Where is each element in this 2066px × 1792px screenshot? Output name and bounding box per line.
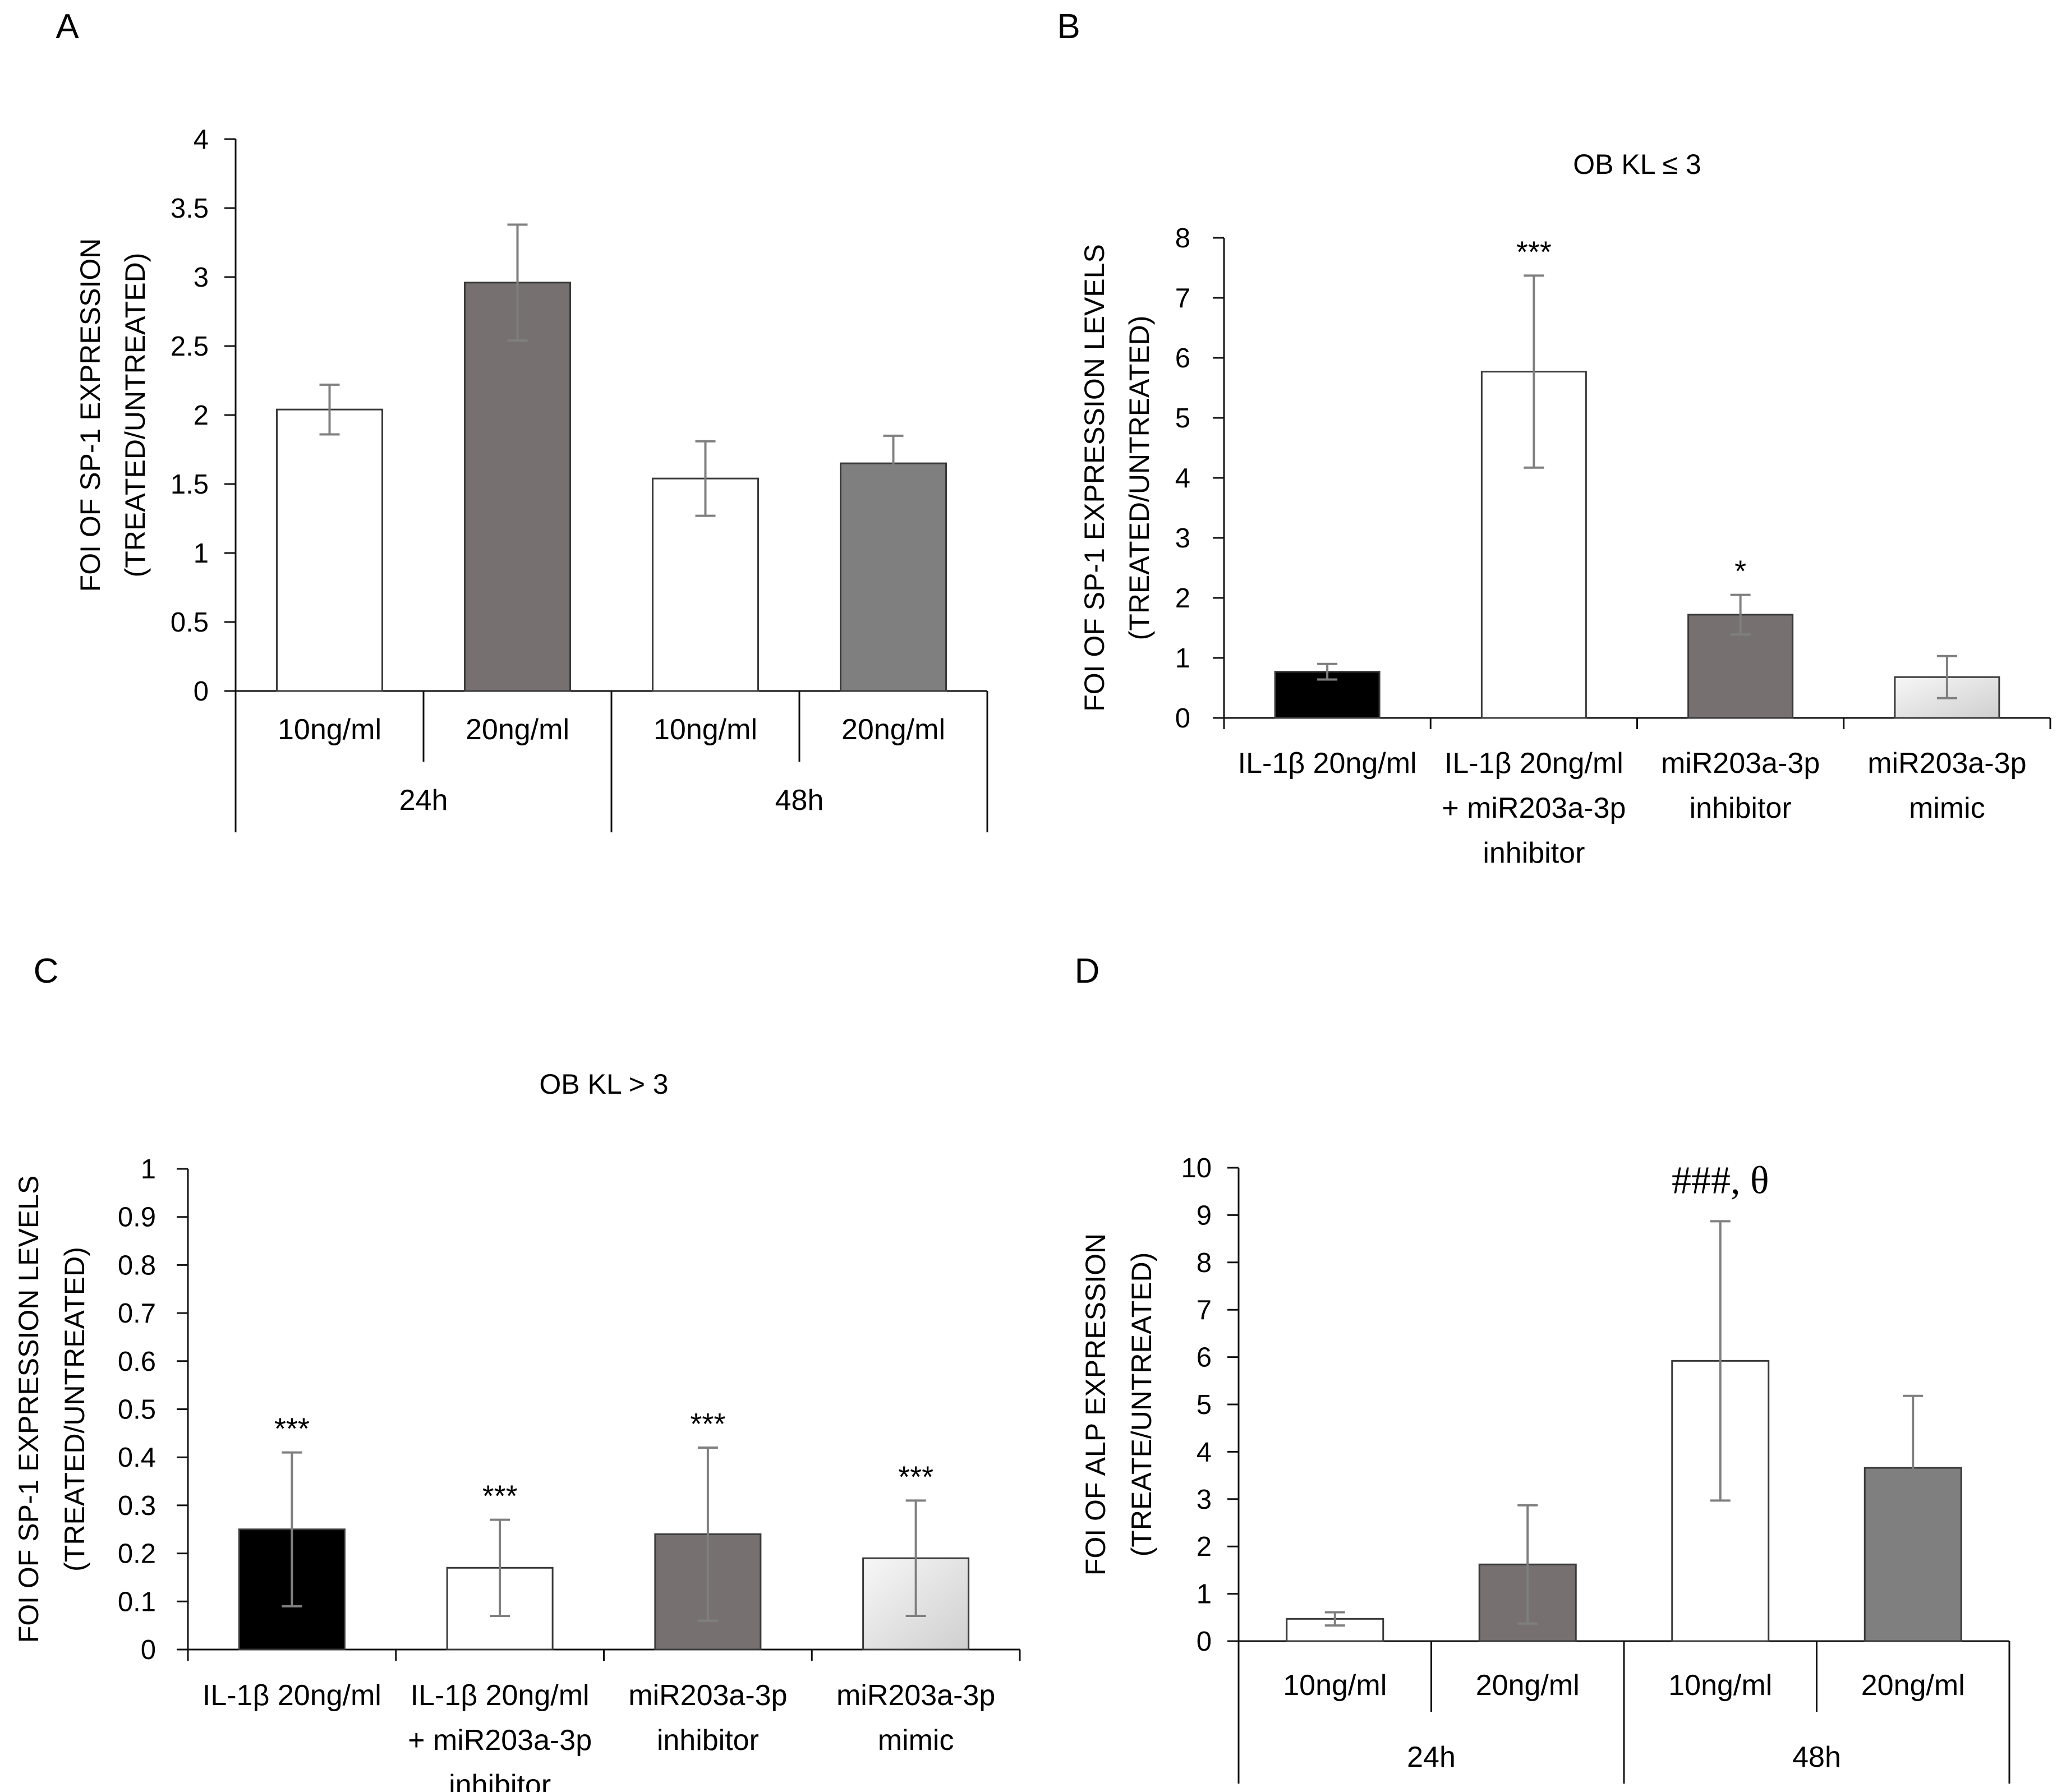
panel-c-chart: C OB KL > 3 0 0.1 0.2 0.3 0.4 0.5 0.6 0.7 0.8 0.9 1 F… <box>13 952 1021 1792</box>
panel-a-x-tick-label: 10ng/ml <box>654 713 757 746</box>
panel-b-letter: B <box>1057 7 1080 46</box>
panel-d-y-tick-label: 7 <box>1197 1295 1212 1325</box>
panel-b-y-tick-label: 8 <box>1175 223 1190 254</box>
panel-b-title: OB KL ≤ 3 <box>1573 149 1701 180</box>
panel-c-y-tick-label: 0 <box>141 1635 156 1665</box>
panel-c-y-axis-title: (TREATED/UNTREATED) <box>59 1247 90 1572</box>
panel-b-x-tick-label: miR203a-3p <box>1661 747 1820 780</box>
panel-b-y-tick-label: 0 <box>1175 703 1190 734</box>
panel-b-x-tick-label: mimic <box>1909 792 1985 824</box>
panel-a-y-tick-label: 4 <box>194 125 209 155</box>
panel-d-y-tick-label: 10 <box>1181 1153 1212 1183</box>
panel-a-bar-1 <box>276 408 383 692</box>
panel-a-x-tick-label: 20ng/ml <box>841 713 945 746</box>
panel-a-y-axis-title: FOI OF SP-1 EXPRESSION <box>75 238 106 592</box>
panel-a-y-tick-label: 1 <box>194 538 209 569</box>
panel-a-y-tick-label: 0.5 <box>171 607 209 638</box>
panel-b-y-tick-label: 6 <box>1175 343 1190 374</box>
panel-b-significance-3: * <box>1734 555 1746 588</box>
panel-a-y-tick-label: 1.5 <box>171 469 209 500</box>
panel-a-y-tick-label: 2.5 <box>171 331 209 362</box>
panel-d-x-tick-label: 20ng/ml <box>1476 1669 1580 1702</box>
panel-c-y-tick-label: 0.3 <box>118 1491 156 1521</box>
panel-c-significance-4: *** <box>898 1460 933 1494</box>
panel-d-y-tick-label: 8 <box>1197 1248 1212 1278</box>
panel-d-significance-3: ###, θ <box>1672 1159 1769 1202</box>
panel-b-x-tick-label: IL-1β 20ng/ml <box>1238 747 1417 780</box>
panel-d-y-axis-title: FOI OF ALP EXPRESSION <box>1080 1233 1111 1576</box>
panel-b-y-tick-label: 3 <box>1175 523 1190 554</box>
panel-c-y-tick-label: 0.9 <box>118 1203 156 1233</box>
panel-b-x-tick-label: + miR203a-3p <box>1442 792 1626 824</box>
panel-b-y-tick-label: 2 <box>1175 583 1190 614</box>
panel-d-y-axis-title: (TREATE/UNTREATED) <box>1126 1252 1157 1557</box>
panel-a-bar-4 <box>840 462 947 692</box>
panel-d-y-tick-label: 3 <box>1197 1485 1212 1515</box>
panel-a-group-label: 48h <box>775 784 824 817</box>
panel-b-y-tick-label: 7 <box>1175 283 1190 314</box>
panel-c-significance-2: *** <box>482 1480 518 1513</box>
panel-d-y-tick-label: 4 <box>1197 1437 1212 1467</box>
panel-b-chart: B OB KL ≤ 3 0 1 2 3 4 5 6 7 8 FOI OF SP-1 EXPRESSIO… <box>1057 7 2051 869</box>
panel-d-y-tick-label: 9 <box>1197 1200 1212 1231</box>
panel-c-x-tick-label: mimic <box>878 1724 954 1757</box>
panel-d-bar-4 <box>1863 1467 1962 1642</box>
panel-b-y-tick-label: 1 <box>1175 643 1190 674</box>
panel-c-title: OB KL > 3 <box>539 1068 668 1100</box>
panel-c-y-axis-title: FOI OF SP-1 EXPRESSION LEVELS <box>13 1176 44 1643</box>
panel-c-x-tick-label: inhibitor <box>449 1769 551 1792</box>
panel-d-y-tick-label: 6 <box>1197 1343 1212 1373</box>
panel-a-bar-2 <box>464 282 571 692</box>
panel-d-chart: D 0 1 2 3 4 5 6 7 8 9 10 FOI OF ALP EXPRESSION (TREAT… <box>1075 952 2010 1784</box>
panel-c-significance-1: *** <box>274 1412 310 1446</box>
panel-c-y-tick-label: 0.5 <box>118 1395 156 1425</box>
panel-b-x-tick-label: inhibitor <box>1483 837 1585 869</box>
panel-b-y-axis-title: FOI OF SP-1 EXPRESSION LEVELS <box>1079 244 1110 712</box>
panel-a-letter: A <box>56 7 79 46</box>
panel-c-y-tick-label: 1 <box>141 1154 156 1185</box>
panel-a-y-axis-title: (TREATED/UNTREATED) <box>119 253 151 578</box>
panel-d-x-tick-label: 10ng/ml <box>1668 1669 1772 1702</box>
panel-d-group-label: 48h <box>1792 1741 1841 1773</box>
panel-c-letter: C <box>34 952 59 991</box>
panel-d-y-tick-label: 5 <box>1197 1390 1212 1420</box>
panel-c-y-tick-label: 0.7 <box>118 1298 156 1329</box>
panel-a-y-tick-label: 2 <box>194 400 209 431</box>
panel-a-group-label: 24h <box>399 784 448 817</box>
panel-b-x-tick-label: miR203a-3p <box>1867 747 2026 780</box>
panel-b-y-tick-label: 5 <box>1175 403 1190 434</box>
panel-a-y-tick-label: 3.5 <box>171 194 209 224</box>
panel-a-y-tick-label: 3 <box>194 262 209 293</box>
panel-b-y-axis-title: (TREATED/UNTREATED) <box>1124 316 1155 641</box>
panel-c-y-tick-label: 0.4 <box>118 1443 156 1473</box>
panel-d-y-tick-label: 0 <box>1197 1627 1212 1657</box>
panel-d-x-tick-label: 20ng/ml <box>1861 1669 1965 1702</box>
panel-c-y-tick-label: 0.8 <box>118 1250 156 1280</box>
panel-b-significance-2: *** <box>1516 235 1552 269</box>
panel-a-y-tick-label: 0 <box>194 676 209 707</box>
panel-d-x-tick-label: 10ng/ml <box>1283 1669 1387 1702</box>
panel-c-x-tick-label: IL-1β 20ng/ml <box>411 1679 590 1712</box>
panel-c-x-tick-label: miR203a-3p <box>836 1679 995 1712</box>
panel-b-x-tick-label: IL-1β 20ng/ml <box>1444 747 1623 780</box>
panel-c-x-tick-label: IL-1β 20ng/ml <box>203 1679 381 1712</box>
panel-d-y-tick-label: 1 <box>1197 1579 1212 1610</box>
panel-a-x-tick-label: 20ng/ml <box>466 713 569 746</box>
panel-c-y-tick-label: 0.2 <box>118 1539 156 1569</box>
panel-a-x-tick-label: 10ng/ml <box>278 713 381 746</box>
panel-b-y-tick-label: 4 <box>1175 463 1190 494</box>
panel-c-x-tick-label: + miR203a-3p <box>408 1724 592 1757</box>
panel-c-y-tick-label: 0.1 <box>118 1587 156 1617</box>
panel-c-x-tick-label: miR203a-3p <box>628 1679 787 1712</box>
panel-c-y-tick-label: 0.6 <box>118 1347 156 1377</box>
panel-a-chart: A 0 0.5 1 1.5 2 2.5 3 3.5 4 FOI OF SP-1 EXPRESSION… <box>56 7 988 832</box>
panel-d-group-label: 24h <box>1407 1741 1456 1773</box>
panel-c-x-tick-label: inhibitor <box>657 1724 759 1757</box>
panel-d-letter: D <box>1075 952 1100 991</box>
panel-b-x-tick-label: inhibitor <box>1690 792 1792 824</box>
panel-d-y-tick-label: 2 <box>1197 1532 1212 1562</box>
panel-c-significance-3: *** <box>690 1407 725 1441</box>
